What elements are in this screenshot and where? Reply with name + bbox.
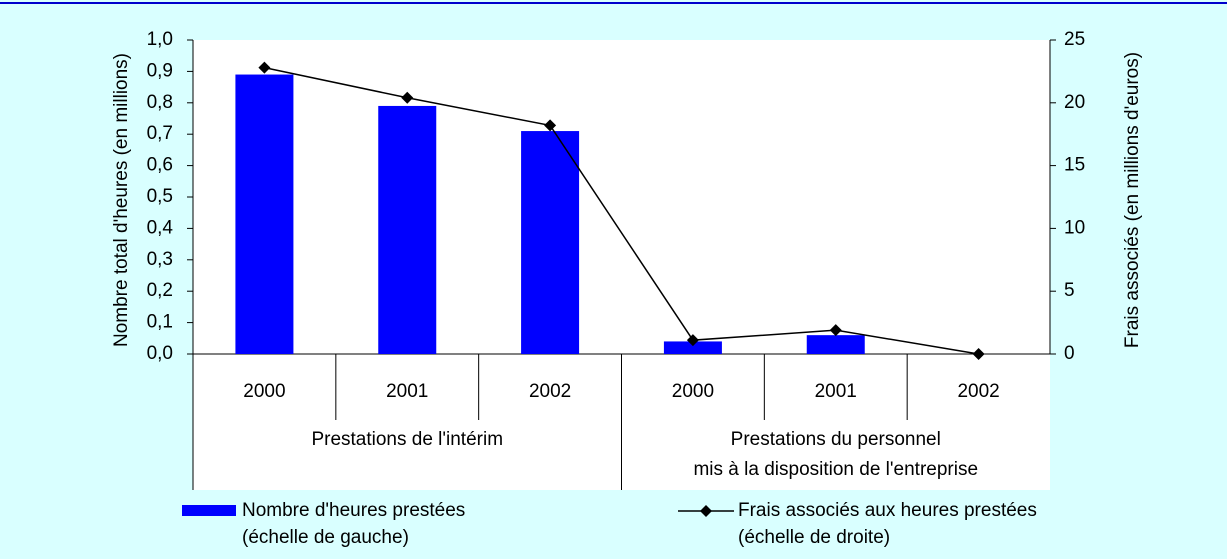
y2-tick-label: 15 [1064, 155, 1085, 176]
y-tick-label: 0,6 [147, 155, 173, 176]
x-tick-label: 2002 [957, 381, 999, 402]
y-axis-title: Nombre total d'heures (en millions) [111, 53, 132, 347]
legend-swatch [182, 505, 236, 516]
bar [521, 131, 580, 354]
y2-tick-label: 10 [1064, 217, 1085, 238]
marker [258, 61, 271, 74]
group-label: mis à la disposition de l'entreprise [693, 459, 978, 480]
bar [235, 74, 294, 354]
x-tick-label: 2000 [672, 381, 714, 402]
line [264, 66, 979, 355]
y-tick-label: 0,7 [147, 123, 173, 144]
y2-tick-label: 25 [1064, 29, 1085, 50]
y2-tick-label: 20 [1064, 92, 1085, 113]
y-tick-label: 0,2 [147, 280, 173, 301]
legend-marker [700, 505, 712, 517]
x-tick-label: 2000 [243, 381, 285, 402]
marker [686, 334, 699, 347]
x-tick-label: 2002 [529, 381, 571, 402]
y-tick-label: 0,3 [147, 249, 173, 270]
bar [663, 341, 722, 354]
y-tick-label: 0,0 [147, 343, 173, 364]
y-tick-label: 0,1 [147, 312, 173, 333]
group-label: Prestations de l'intérim [311, 429, 503, 450]
bar [378, 105, 437, 354]
y2-tick-label: 5 [1064, 280, 1075, 301]
x-tick-label: 2001 [815, 381, 857, 402]
marker [544, 119, 557, 132]
y-tick-label: 0,9 [147, 60, 173, 81]
legend-note: (échelle de gauche) [242, 527, 409, 548]
marker [829, 324, 842, 337]
marker [401, 91, 414, 104]
legend-note: (échelle de droite) [738, 527, 890, 548]
y2-tick-label: 0 [1064, 343, 1075, 364]
marker [972, 348, 985, 360]
y-tick-label: 0,8 [147, 92, 173, 113]
y-tick-label: 1,0 [147, 29, 173, 50]
x-tick-label: 2001 [386, 381, 428, 402]
legend-label: Nombre d'heures prestées [242, 500, 465, 521]
bar [806, 335, 865, 354]
y-tick-label: 0,5 [147, 186, 173, 207]
legend-label: Frais associés aux heures prestées [738, 500, 1037, 521]
y2-axis-title: Frais associés (en millions d'euros) [1122, 52, 1143, 348]
y-tick-label: 0,4 [147, 217, 174, 238]
group-label: Prestations du personnel [731, 429, 941, 450]
